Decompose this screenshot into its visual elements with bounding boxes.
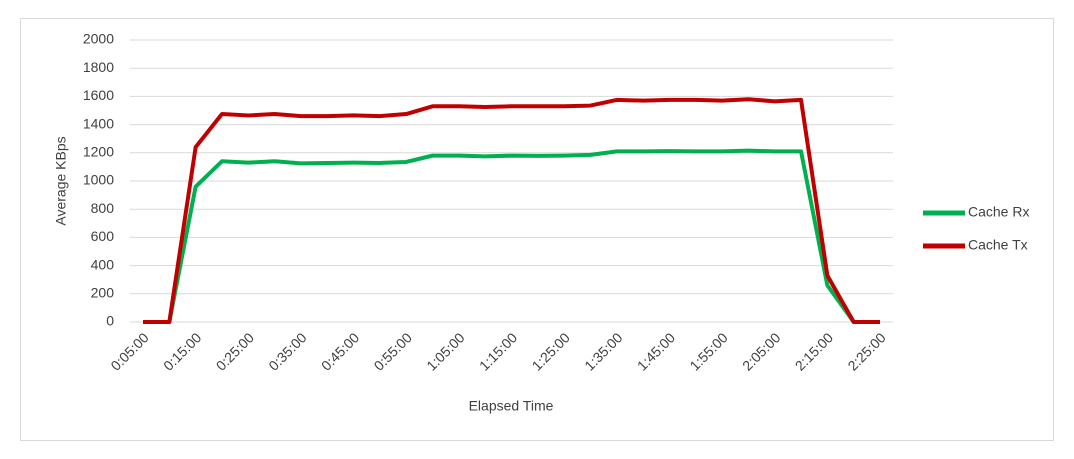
legend-label: Cache Rx <box>968 204 1029 220</box>
data-line <box>143 148 880 324</box>
y-tick-label: 0 <box>106 313 114 329</box>
x-axis-label: Elapsed Time <box>469 398 554 414</box>
y-tick-label: 2000 <box>83 31 114 47</box>
y-axis-label: Average KBps <box>53 136 69 225</box>
legend-label: Cache Tx <box>968 237 1028 253</box>
y-tick-label: 1400 <box>83 115 114 131</box>
y-tick-label: 1800 <box>83 59 114 75</box>
y-tick-label: 800 <box>91 200 115 216</box>
chart-frame <box>20 18 1054 441</box>
y-tick-label: 1200 <box>83 144 114 160</box>
y-tick-label: 200 <box>91 285 115 301</box>
y-tick-label: 400 <box>91 256 115 272</box>
y-tick-label: 1600 <box>83 87 114 103</box>
y-tick-label: 1000 <box>83 172 114 188</box>
y-tick-label: 600 <box>91 228 115 244</box>
data-line <box>143 97 880 324</box>
